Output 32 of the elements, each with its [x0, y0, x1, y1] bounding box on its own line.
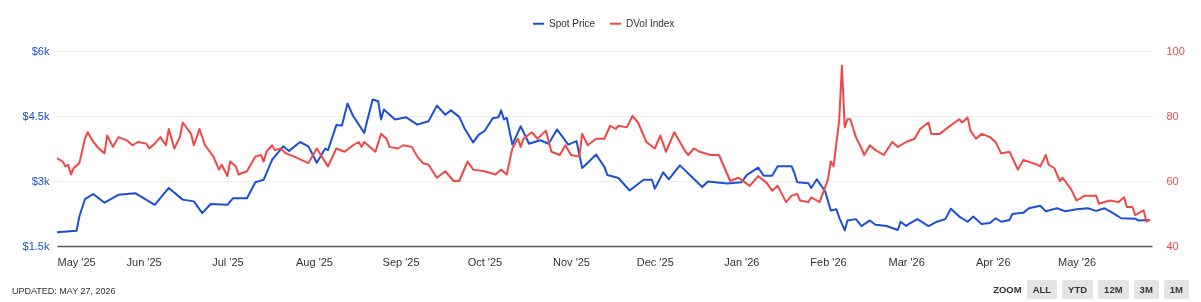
text: YTD [1062, 280, 1094, 299]
x-tick-label: Nov '25 [553, 255, 590, 268]
y-tick-label: $1.5k [22, 239, 50, 252]
text: 3M [1133, 280, 1159, 299]
text: 1M [1163, 280, 1189, 299]
x-tick-label: May '25 [57, 255, 96, 268]
y2-tick-label: 60 [1166, 174, 1179, 187]
y-tick-label: $3k [31, 174, 50, 187]
y2-tick-label: 40 [1166, 239, 1179, 252]
legend-label: Spot Price [549, 17, 596, 29]
x-tick-label: Jun '25 [126, 255, 162, 268]
text: ALL [1026, 280, 1058, 299]
line-series [57, 98, 1151, 234]
y-tick-label: $6k [31, 44, 50, 57]
x-tick-label: Aug '25 [296, 255, 333, 268]
text: 12M [1098, 280, 1129, 299]
x-tick-label: Jul '25 [212, 255, 244, 268]
y-tick-label: $4.5k [22, 109, 50, 122]
x-tick-label: Mar '26 [888, 255, 925, 268]
text: ZOOM [993, 284, 1022, 295]
x-tick-label: Sep '25 [382, 255, 420, 268]
x-tick-label: Apr '26 [976, 255, 1011, 268]
x-tick-label: May '26 [1057, 255, 1097, 268]
x-tick-label: Oct '25 [467, 255, 503, 268]
x-tick-label: Jan '26 [724, 255, 760, 268]
legend-label: DVol Index [626, 17, 675, 29]
line-series [57, 64, 1151, 223]
y2-tick-label: 80 [1166, 109, 1179, 122]
x-tick-label: Dec '25 [636, 255, 674, 268]
x-tick-label: Feb '26 [810, 255, 847, 268]
y2-tick-label: 100 [1166, 44, 1185, 57]
text: UPDATED: MAY 27, 2026 [12, 286, 116, 296]
